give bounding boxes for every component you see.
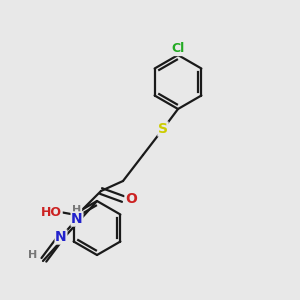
Text: S: S	[158, 122, 168, 136]
Text: O: O	[125, 192, 137, 206]
Text: Cl: Cl	[171, 43, 184, 56]
Text: H: H	[72, 205, 82, 215]
Text: N: N	[71, 212, 83, 226]
Text: H: H	[28, 250, 38, 260]
Text: N: N	[55, 230, 67, 244]
Text: HO: HO	[41, 206, 62, 219]
